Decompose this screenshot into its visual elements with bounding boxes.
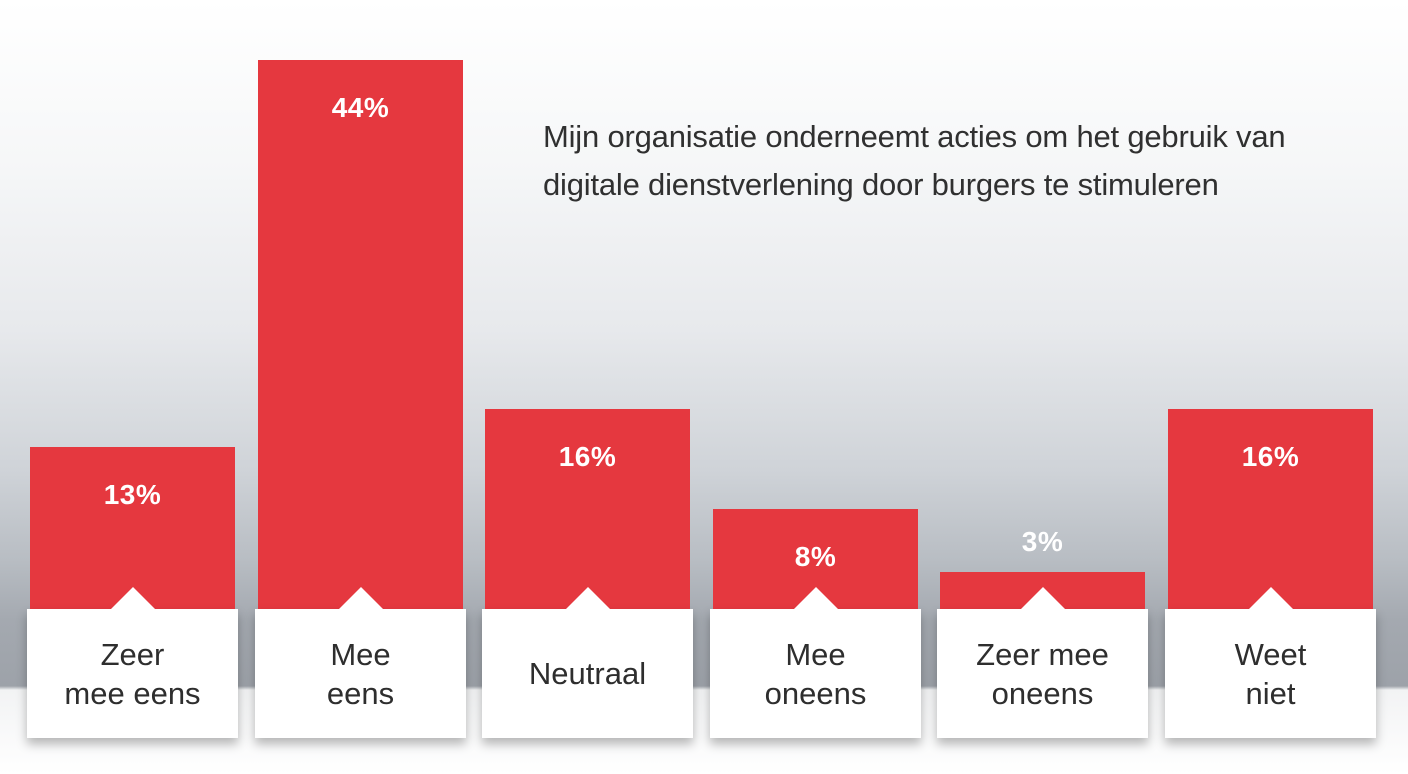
category-label: Weet niet [1234, 636, 1307, 711]
category-label-card: Mee eens [255, 587, 466, 738]
category-label: Zeer mee oneens [976, 636, 1109, 711]
bar-value-label: 16% [558, 441, 617, 472]
category-label-card: Mee oneens [710, 587, 921, 738]
category-label: Mee eens [326, 636, 395, 711]
category-label-card: Weet niet [1165, 587, 1376, 738]
bar-value-label: 44% [331, 92, 390, 123]
bar: 13% [30, 447, 235, 609]
category-label-card: Zeer mee eens [27, 587, 238, 738]
bar-value-label: 3% [1021, 526, 1064, 557]
bar-value-label: 16% [1241, 441, 1300, 472]
category-label: Neutraal [528, 656, 647, 691]
category-label: Zeer mee eens [64, 636, 201, 711]
category-label-card: Zeer mee oneens [937, 587, 1148, 738]
chart-title: Mijn organisatie onderneemt acties om he… [543, 119, 1286, 202]
bar-value-label: 13% [103, 479, 162, 510]
bar: 16% [485, 409, 690, 609]
category-label: Mee oneens [764, 636, 867, 711]
bar: 16% [1168, 409, 1373, 609]
category-label-card: Neutraal [482, 587, 693, 738]
bar: 44% [258, 60, 463, 609]
bar-value-label: 8% [794, 541, 837, 572]
